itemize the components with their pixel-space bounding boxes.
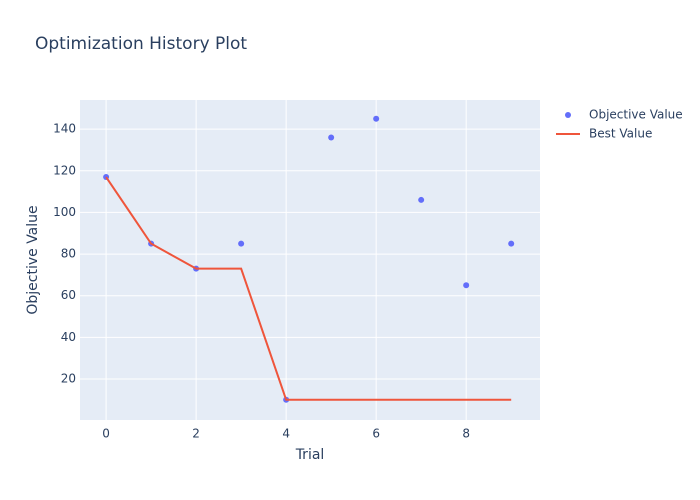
- legend-label: Best Value: [589, 127, 652, 141]
- y-tick-label: 140: [53, 122, 76, 136]
- y-axis-title: Objective Value: [25, 205, 41, 314]
- x-tick-label: 4: [282, 427, 290, 441]
- x-tick-label: 8: [462, 427, 470, 441]
- y-tick-label: 60: [61, 288, 76, 302]
- chart-title: Optimization History Plot: [35, 34, 247, 54]
- y-tick-label: 80: [61, 247, 76, 261]
- x-tick-label: 2: [192, 427, 200, 441]
- y-tick-label: 100: [53, 205, 76, 219]
- legend-swatch: [565, 112, 571, 118]
- best-value-line: [105, 176, 512, 401]
- legend-label: Objective Value: [589, 108, 683, 122]
- data-point: [373, 115, 380, 122]
- data-point: [463, 282, 470, 289]
- plot-area: [80, 100, 540, 420]
- legend: Objective Value Best Value: [556, 108, 683, 141]
- y-tick-label: 120: [53, 163, 76, 177]
- y-tick-label: 20: [61, 371, 76, 385]
- data-point: [328, 134, 335, 141]
- data-point: [508, 240, 515, 247]
- grid: [80, 100, 540, 420]
- x-tick-label: 0: [102, 427, 110, 441]
- marks: [103, 115, 515, 403]
- data-point: [238, 240, 245, 247]
- x-axis-title: Trial: [295, 447, 325, 463]
- data-point: [418, 196, 425, 203]
- y-tick-label: 40: [61, 330, 76, 344]
- x-tick-label: 6: [372, 427, 380, 441]
